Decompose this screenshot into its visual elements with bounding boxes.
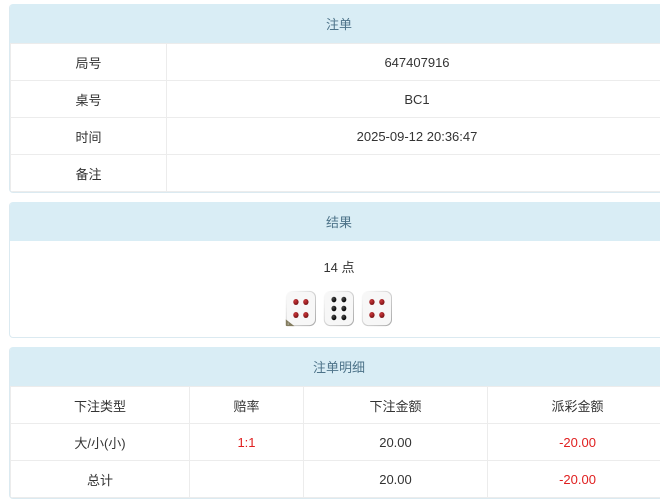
svg-text:i: i xyxy=(288,321,289,326)
